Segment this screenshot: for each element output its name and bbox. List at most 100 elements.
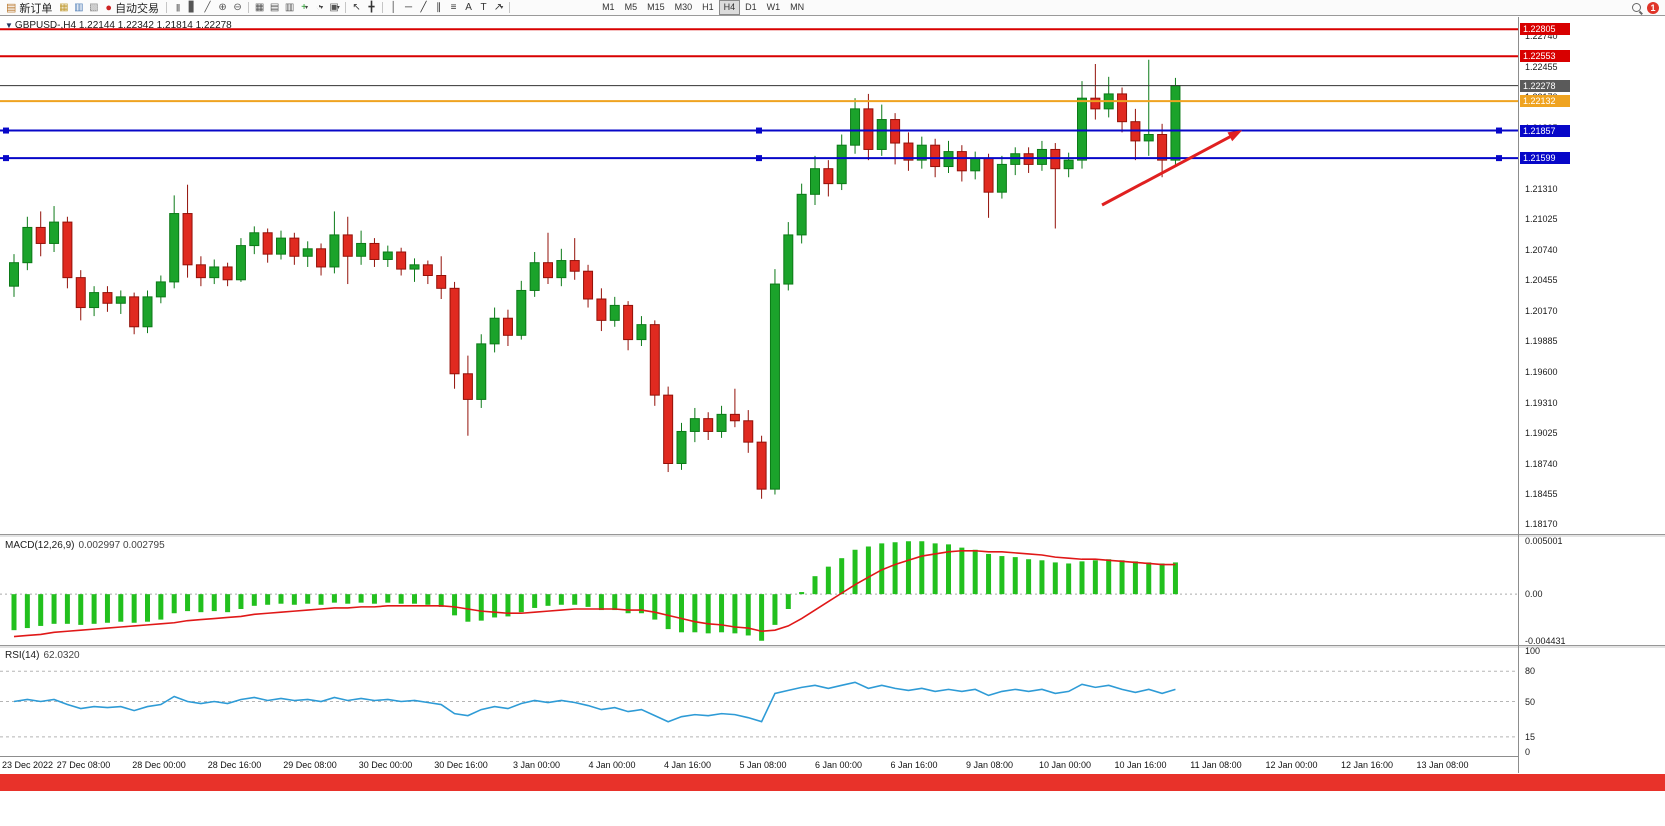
- trendline-tool-icon: ╱: [420, 2, 427, 13]
- arrows-tool-icon[interactable]: ↗ ▾: [491, 1, 506, 15]
- candlestick-type-icon[interactable]: ▋: [185, 1, 200, 15]
- charts-grid-icon[interactable]: ▦: [56, 1, 71, 15]
- horizontal-line-tool-icon[interactable]: ─: [401, 1, 416, 15]
- text-tool-icon[interactable]: A: [461, 1, 476, 15]
- line-chart-type-icon: ╱: [204, 2, 211, 13]
- price-tick-label: 1.21025: [1525, 214, 1558, 225]
- toolbar-separator: [509, 2, 511, 13]
- templates-icon[interactable]: ▣ ▾: [327, 1, 342, 15]
- tile-windows-icon[interactable]: ▦: [252, 1, 267, 15]
- candle: [1103, 76, 1114, 118]
- timeframe-button-w1[interactable]: W1: [766, 2, 781, 12]
- search-icon[interactable]: [1632, 3, 1641, 12]
- timeframe-button-m15[interactable]: M15: [647, 2, 665, 12]
- candle: [983, 153, 994, 218]
- candle: [543, 232, 553, 285]
- rsi-tick-label: 100: [1525, 646, 1541, 656]
- rsi-tick-label: 50: [1525, 696, 1536, 707]
- time-label: 4 Jan 16:00: [663, 760, 712, 770]
- line-handle[interactable]: [756, 127, 762, 134]
- periods-icon[interactable]: ◔ ▾: [312, 1, 327, 15]
- templates-icon: ▣: [329, 2, 339, 13]
- trendline-tool-icon[interactable]: ╱: [416, 1, 431, 15]
- auto-trading-button-label: 自动交易: [115, 2, 160, 15]
- candle: [102, 286, 113, 312]
- line-handle[interactable]: [756, 155, 762, 162]
- charts-grid-icon: ▦: [59, 2, 69, 13]
- candle: [689, 407, 700, 443]
- line-handle[interactable]: [1496, 155, 1502, 162]
- price-tick-label: 1.18170: [1525, 519, 1558, 530]
- candle: [142, 290, 153, 334]
- candle: [195, 256, 206, 287]
- candle: [623, 301, 634, 351]
- timeframe-button-h4[interactable]: H4: [718, 0, 741, 15]
- tile-windows-icon: ▦: [254, 2, 265, 13]
- line-handle[interactable]: [1496, 127, 1502, 134]
- rsi-pane-canvas[interactable]: [0, 648, 1518, 755]
- candle: [796, 183, 807, 244]
- label-tool-icon[interactable]: T: [476, 1, 491, 15]
- candle: [943, 140, 954, 173]
- zoom-out-icon[interactable]: ⊖: [230, 1, 245, 15]
- timeframe-button-m30[interactable]: M30: [674, 2, 693, 12]
- price-tick-label: 1.19310: [1525, 397, 1558, 408]
- candle: [769, 269, 780, 495]
- cursor-icon[interactable]: ↖: [349, 1, 364, 15]
- candle: [1130, 108, 1141, 161]
- candle: [476, 334, 487, 408]
- timeframe-button-m5[interactable]: M5: [624, 2, 638, 12]
- trend-arrow-object[interactable]: [1101, 130, 1243, 207]
- fibonacci-tool-icon[interactable]: ≡: [446, 1, 461, 15]
- line-chart-type-icon[interactable]: ╱: [200, 1, 215, 15]
- pane-splitter[interactable]: [0, 534, 1665, 537]
- candle: [489, 307, 500, 353]
- macd-pane-canvas[interactable]: [0, 537, 1518, 645]
- timeframe-button-m1[interactable]: M1: [602, 2, 615, 12]
- candle: [356, 230, 367, 265]
- chevron-down-icon: ▾: [320, 5, 324, 11]
- time-label: 23 Dec 2022: [2, 760, 54, 770]
- pane-splitter[interactable]: [0, 645, 1665, 648]
- rsi-tick-label: 15: [1525, 731, 1536, 742]
- time-axis[interactable]: 23 Dec 2022 27 Dec 08:00 28 Dec 00:00 28 De…: [0, 756, 1518, 774]
- timeframe-group: M1 M5 M15 M30 H1 H4 D1 W1 MN: [597, 0, 809, 15]
- vertical-line-tool-icon[interactable]: │: [386, 1, 401, 15]
- candle: [1170, 77, 1181, 167]
- timeframe-button-mn[interactable]: MN: [790, 2, 805, 12]
- crosshair-icon[interactable]: ╋: [364, 1, 379, 15]
- zoom-in-icon[interactable]: ⊕: [215, 1, 230, 15]
- bar-chart-type-icon: |||: [175, 3, 180, 12]
- navigator-icon[interactable]: ▧: [86, 1, 101, 15]
- price-scale[interactable]: 1.227401.224551.221701.218851.216001.213…: [1519, 17, 1665, 757]
- candle: [596, 288, 607, 332]
- price-tick-label: 1.19025: [1525, 428, 1558, 439]
- market-watch-icon[interactable]: ▥: [71, 1, 86, 15]
- time-label: 27 Dec 08:00: [56, 760, 111, 770]
- candle: [1077, 81, 1087, 169]
- timeframe-button-h1[interactable]: H1: [702, 2, 714, 12]
- new-order-button[interactable]: ▤ 新订单: [2, 1, 56, 15]
- line-handle[interactable]: [3, 155, 9, 162]
- bar-chart-type-icon[interactable]: |||: [170, 1, 185, 15]
- candle: [289, 232, 300, 265]
- notification-badge[interactable]: 1: [1647, 1, 1659, 14]
- timeframe-button-d1[interactable]: D1: [745, 2, 757, 12]
- channel-tool-icon[interactable]: ∥: [431, 1, 446, 15]
- arrange-windows-icon[interactable]: ▥: [282, 1, 297, 15]
- macd-histogram: [11, 541, 1178, 641]
- chevron-down-icon: ▾: [500, 5, 504, 11]
- cascade-windows-icon[interactable]: ▤: [267, 1, 282, 15]
- candle: [382, 245, 393, 267]
- price-tick-label: 1.18455: [1525, 488, 1558, 499]
- candle: [1010, 147, 1021, 176]
- price-tag: 1.22278: [1520, 79, 1570, 92]
- auto-trading-button[interactable]: ● 自动交易: [101, 1, 163, 15]
- macd-tick-label: -0.004431: [1525, 636, 1566, 647]
- price-chart-canvas[interactable]: [0, 17, 1518, 534]
- time-label: 6 Jan 16:00: [890, 760, 938, 770]
- candle: [556, 248, 567, 287]
- line-handle[interactable]: [3, 127, 9, 134]
- add-indicator-icon[interactable]: + ▾: [297, 1, 312, 15]
